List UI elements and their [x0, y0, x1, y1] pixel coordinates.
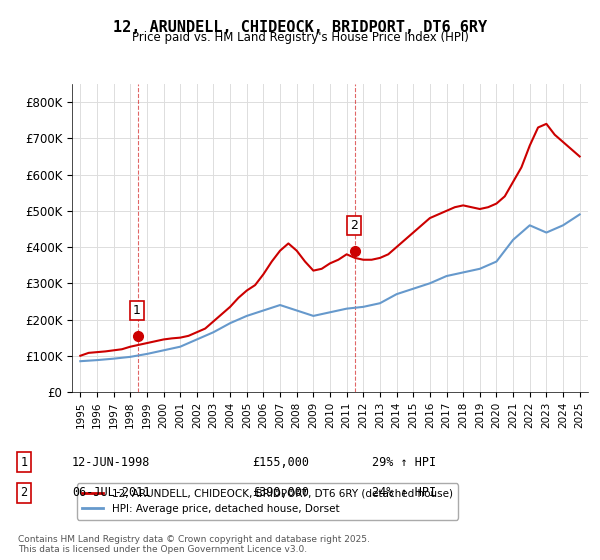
Text: 1: 1	[133, 304, 140, 317]
Text: 12-JUN-1998: 12-JUN-1998	[72, 455, 151, 469]
Text: Price paid vs. HM Land Registry's House Price Index (HPI): Price paid vs. HM Land Registry's House …	[131, 31, 469, 44]
Text: £155,000: £155,000	[252, 455, 309, 469]
Text: £390,000: £390,000	[252, 486, 309, 500]
Text: 29% ↑ HPI: 29% ↑ HPI	[372, 455, 436, 469]
Text: 24% ↑ HPI: 24% ↑ HPI	[372, 486, 436, 500]
Text: Contains HM Land Registry data © Crown copyright and database right 2025.
This d: Contains HM Land Registry data © Crown c…	[18, 535, 370, 554]
Text: 2: 2	[350, 219, 358, 232]
Legend: 12, ARUNDELL, CHIDEOCK, BRIDPORT, DT6 6RY (detached house), HPI: Average price, : 12, ARUNDELL, CHIDEOCK, BRIDPORT, DT6 6R…	[77, 483, 458, 520]
Text: 1: 1	[20, 455, 28, 469]
Text: 12, ARUNDELL, CHIDEOCK, BRIDPORT, DT6 6RY: 12, ARUNDELL, CHIDEOCK, BRIDPORT, DT6 6R…	[113, 20, 487, 35]
Text: 06-JUL-2011: 06-JUL-2011	[72, 486, 151, 500]
Text: 2: 2	[20, 486, 28, 500]
